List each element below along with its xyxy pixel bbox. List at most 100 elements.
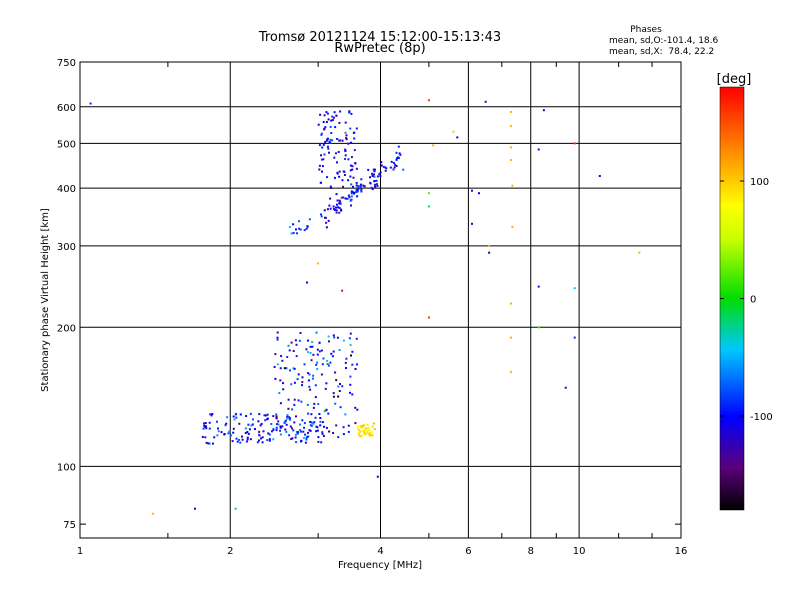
echo-point	[316, 368, 319, 370]
echo-point	[330, 352, 333, 355]
echo-point	[369, 182, 372, 185]
echo-point	[335, 379, 338, 382]
echo-point	[332, 205, 335, 208]
echo-point	[351, 350, 354, 353]
echo-point	[351, 393, 354, 396]
echo-point	[323, 425, 325, 428]
echo-point	[314, 384, 317, 387]
echo-point	[220, 431, 223, 434]
echo-point	[564, 386, 567, 389]
echo-point	[247, 423, 250, 426]
echo-point	[295, 228, 297, 231]
echo-point	[251, 423, 254, 426]
echo-point	[275, 426, 278, 429]
echo-point	[336, 138, 339, 140]
echo-point	[327, 364, 330, 367]
echo-point	[318, 144, 321, 147]
echo-point	[326, 137, 329, 140]
echo-point	[308, 385, 311, 388]
echo-point	[355, 191, 358, 193]
x-tick-label: 16	[675, 546, 688, 557]
echo-point	[320, 441, 323, 444]
echo-point	[250, 424, 253, 427]
echo-point	[289, 425, 292, 428]
echo-point	[484, 100, 487, 103]
echo-point	[395, 158, 398, 161]
echo-point	[295, 343, 298, 346]
echo-point	[203, 422, 206, 425]
echo-point	[311, 341, 314, 344]
phases-o-stats: mean, sd,O:-101.4, 18.6	[609, 36, 719, 46]
echo-point	[325, 426, 328, 429]
y-tick-label: 200	[57, 323, 76, 334]
axis-ticks: 1 2 4 6 8 10 16 75 100 200 300 400 500 600 750	[57, 58, 687, 557]
echo-point	[341, 385, 344, 388]
echo-point	[384, 166, 387, 169]
echo-point	[319, 113, 322, 116]
echo-point	[212, 442, 214, 445]
echo-point	[293, 367, 296, 370]
echo-point	[327, 412, 330, 415]
echo-point	[353, 149, 356, 152]
echo-point	[298, 220, 300, 223]
echo-point	[312, 406, 315, 409]
echo-point	[329, 361, 332, 364]
echo-point	[204, 436, 207, 439]
echo-point	[378, 173, 381, 176]
echo-point	[207, 442, 210, 445]
echo-point	[317, 403, 320, 405]
echo-point	[354, 422, 357, 425]
echo-point	[337, 385, 340, 388]
echo-point	[348, 337, 351, 340]
echo-point	[306, 281, 308, 284]
echo-point	[337, 206, 340, 209]
echo-point	[227, 432, 230, 435]
echo-point	[320, 213, 322, 216]
echo-point	[291, 427, 294, 430]
echo-point	[511, 225, 514, 228]
echo-point	[275, 429, 278, 432]
echo-point	[239, 441, 242, 444]
echo-point	[343, 174, 346, 176]
echo-point	[358, 429, 361, 431]
echo-point	[295, 441, 298, 444]
echo-point	[264, 414, 267, 417]
echo-point	[233, 418, 236, 421]
echo-point	[300, 400, 303, 403]
echo-point	[342, 170, 345, 173]
echo-point	[357, 187, 360, 190]
echo-point	[335, 209, 338, 212]
echo-point	[245, 440, 248, 443]
echo-point	[329, 138, 332, 141]
y-tick-label: 100	[57, 462, 76, 473]
echo-point	[209, 413, 212, 416]
plot-frame	[79, 61, 682, 539]
echo-point	[299, 440, 302, 443]
echo-point	[235, 437, 238, 440]
echo-point	[201, 436, 204, 438]
colorbar-ticks: 100 0 -100	[720, 177, 773, 423]
echo-point	[230, 434, 233, 437]
echo-point	[342, 433, 345, 436]
echo-point	[360, 188, 363, 191]
echo-point	[275, 423, 278, 426]
echo-point	[303, 422, 306, 425]
echo-point	[364, 429, 367, 432]
echo-point	[274, 353, 277, 356]
echo-point	[244, 432, 247, 434]
echo-point	[307, 379, 310, 382]
echo-point	[338, 175, 341, 178]
echo-point	[295, 355, 298, 358]
echo-point	[258, 413, 261, 416]
echo-point	[327, 118, 330, 121]
echo-point	[359, 185, 362, 188]
echo-point	[309, 351, 312, 354]
echo-point	[268, 439, 271, 442]
echo-point	[471, 189, 473, 192]
echo-point	[253, 428, 256, 430]
echo-point	[312, 353, 315, 356]
echo-point	[322, 357, 325, 360]
echo-point	[372, 168, 375, 171]
echo-point	[236, 440, 239, 443]
echo-point	[350, 112, 353, 115]
